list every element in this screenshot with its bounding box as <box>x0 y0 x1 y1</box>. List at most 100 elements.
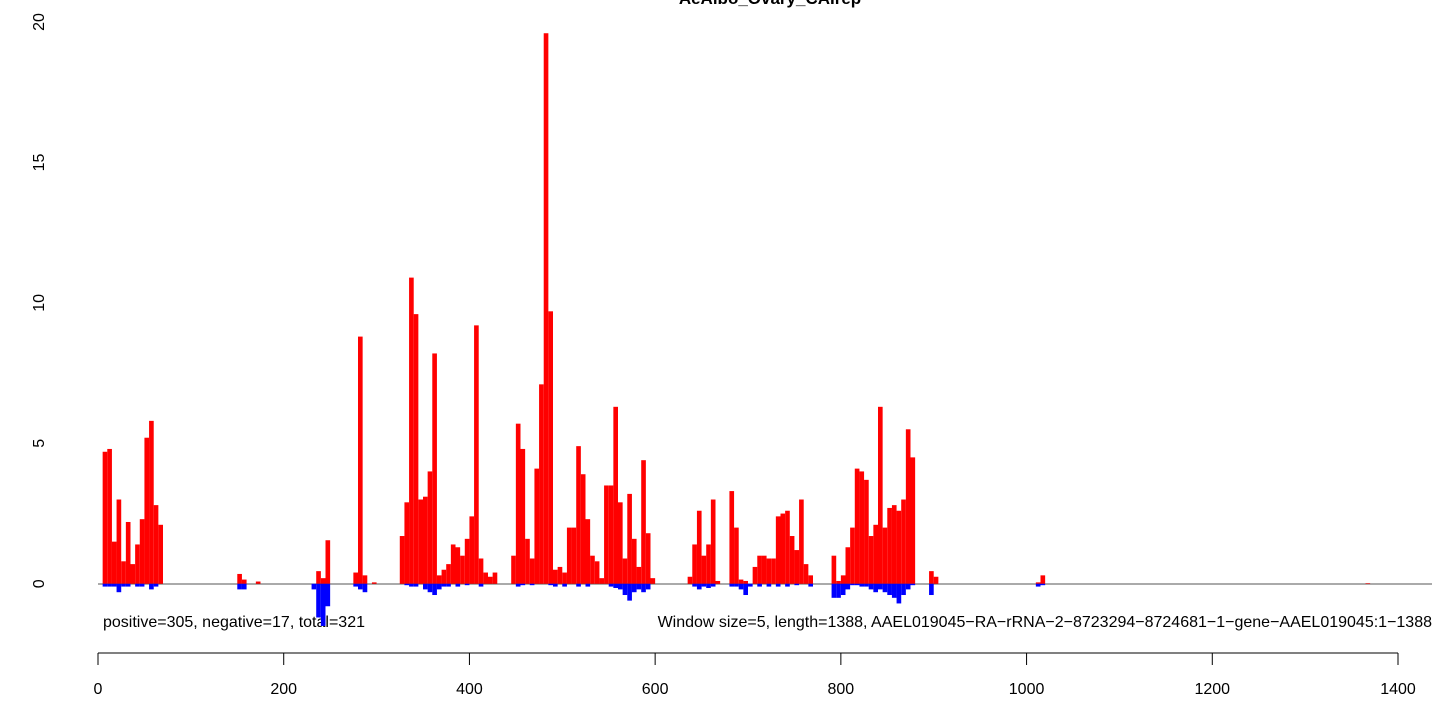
bar <box>636 566 642 584</box>
bar <box>139 583 145 587</box>
bar <box>803 564 809 584</box>
bar <box>153 505 159 584</box>
bar <box>854 583 860 586</box>
x-tick-label: 800 <box>828 681 855 698</box>
bar <box>766 583 772 587</box>
bar <box>320 583 326 626</box>
bar <box>929 571 934 584</box>
bar <box>413 314 419 584</box>
bar <box>896 583 902 604</box>
bar <box>520 448 526 584</box>
bar <box>474 325 479 584</box>
bar <box>455 547 461 584</box>
bar <box>891 505 897 584</box>
bar <box>125 583 131 587</box>
bar <box>715 580 721 584</box>
bar <box>687 576 693 584</box>
bar <box>785 510 790 584</box>
bar <box>868 583 874 590</box>
bar <box>901 499 906 584</box>
bar <box>650 578 656 584</box>
bar <box>743 580 748 584</box>
bar <box>743 583 748 596</box>
y-tick-label: 15 <box>31 153 48 171</box>
bar <box>706 544 711 584</box>
bar <box>325 583 331 607</box>
bar <box>520 583 526 586</box>
bar <box>836 583 841 598</box>
bar <box>492 572 498 584</box>
bar <box>785 583 790 587</box>
bar <box>144 437 150 584</box>
bar <box>752 566 758 584</box>
bar <box>840 575 846 584</box>
bar <box>622 583 628 596</box>
bar <box>116 583 122 593</box>
bar <box>775 583 781 587</box>
bar <box>362 583 368 593</box>
bar <box>766 558 772 584</box>
bar <box>1035 582 1041 584</box>
bar <box>748 583 753 587</box>
bar <box>696 583 702 590</box>
bar <box>710 583 716 587</box>
bar <box>464 583 470 586</box>
bar <box>910 457 916 584</box>
bar <box>446 564 451 584</box>
bar <box>362 575 368 584</box>
bar <box>121 561 126 584</box>
bar <box>409 583 414 587</box>
bar <box>241 583 247 590</box>
bar <box>618 583 623 590</box>
x-tick-label: 0 <box>94 681 103 698</box>
bar <box>859 583 865 587</box>
bar <box>469 516 475 584</box>
bar <box>571 527 577 584</box>
bar <box>237 583 242 590</box>
bar <box>780 513 786 584</box>
y-tick-label: 5 <box>31 439 48 448</box>
bar <box>631 538 637 584</box>
bar <box>631 583 637 593</box>
bar <box>738 579 744 584</box>
bar <box>613 406 618 584</box>
bar <box>441 583 447 587</box>
bar <box>706 583 711 588</box>
bar <box>808 583 813 587</box>
bar <box>320 578 326 584</box>
bar <box>831 583 837 598</box>
bar <box>413 583 419 587</box>
bar <box>845 583 851 590</box>
bar <box>153 583 159 587</box>
bar <box>729 491 735 584</box>
bar <box>590 555 595 584</box>
bar <box>158 524 163 584</box>
bar <box>905 583 911 590</box>
bar <box>139 519 145 584</box>
bar <box>845 547 851 584</box>
bar <box>873 524 878 584</box>
annotation: Window size=5, length=1388, AAEL019045−R… <box>658 614 1433 631</box>
bar <box>446 583 451 587</box>
bar <box>483 572 488 584</box>
bar <box>645 533 651 584</box>
bar <box>548 583 553 586</box>
bar <box>761 555 767 584</box>
bar <box>878 583 883 590</box>
bar <box>409 277 414 584</box>
bar <box>859 471 865 584</box>
bar <box>316 571 321 584</box>
bar <box>548 311 553 584</box>
bar <box>701 583 707 587</box>
bar <box>111 583 117 587</box>
annotation: positive=305, negative=17, total=321 <box>103 614 365 631</box>
bar <box>1040 583 1046 586</box>
x-tick-label: 400 <box>456 681 483 698</box>
x-tick-label: 200 <box>270 681 297 698</box>
bar <box>868 536 874 584</box>
bar <box>576 583 581 587</box>
bar <box>404 502 410 584</box>
bar <box>910 583 916 586</box>
bar <box>553 583 558 587</box>
bar <box>255 581 261 584</box>
